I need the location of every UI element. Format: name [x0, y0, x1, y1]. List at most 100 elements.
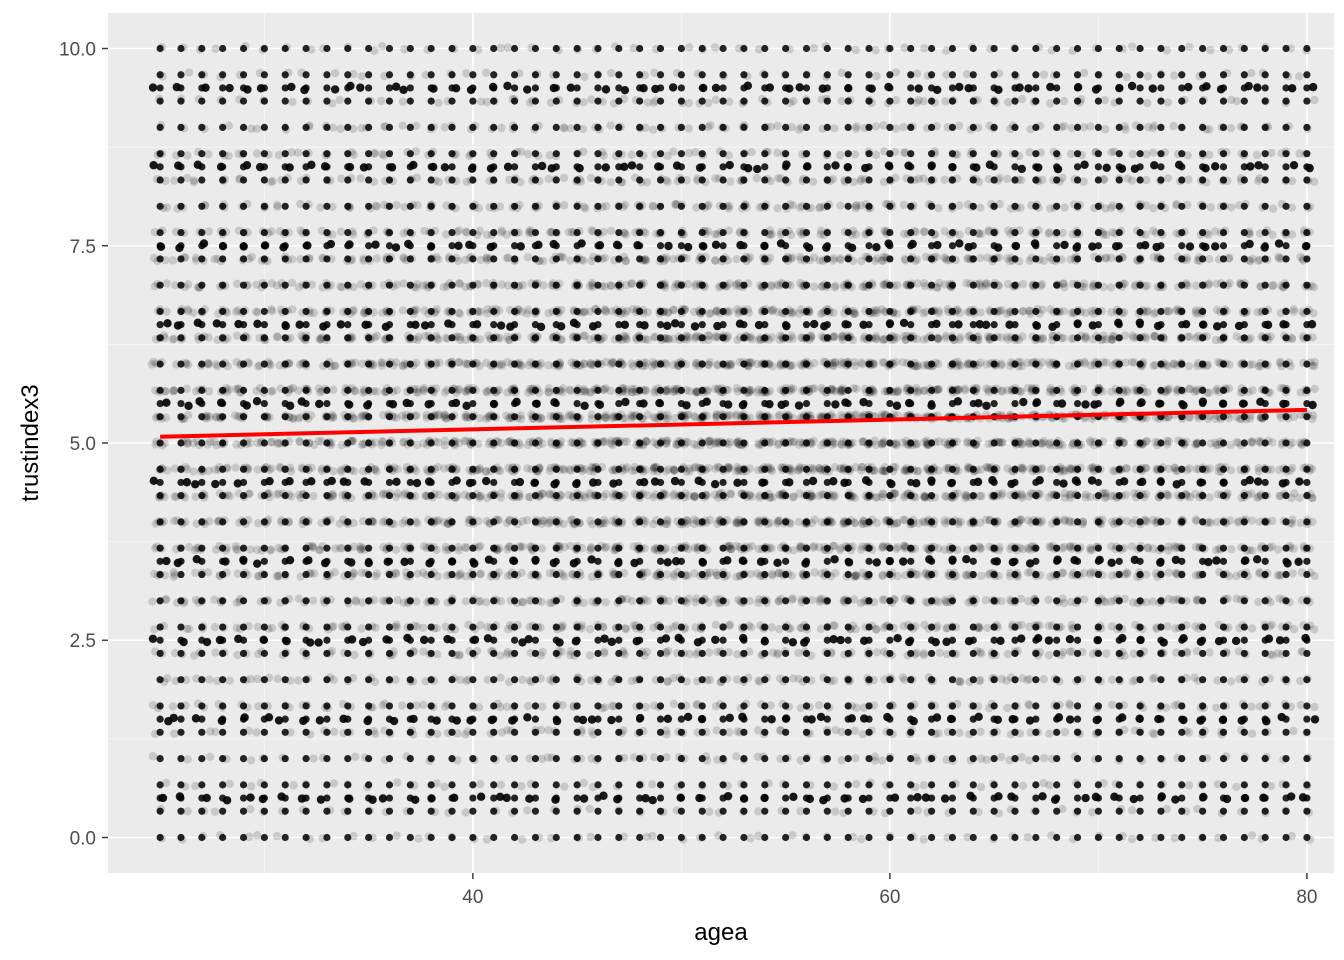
data-point [691, 598, 700, 607]
data-point [594, 202, 602, 210]
data-point [510, 413, 519, 421]
data-point [594, 413, 602, 421]
data-point [517, 835, 527, 844]
data-point [335, 95, 344, 105]
data-point [594, 623, 602, 631]
data-point [302, 570, 310, 579]
data-point [677, 544, 685, 552]
data-point [365, 465, 373, 473]
data-point [448, 321, 456, 329]
data-point [782, 833, 790, 842]
data-point [239, 413, 248, 421]
data-point [594, 754, 602, 763]
data-point [753, 164, 762, 174]
data-point [260, 176, 268, 184]
data-point [552, 465, 560, 473]
data-point [219, 84, 227, 92]
data-point [239, 334, 248, 342]
data-point [469, 715, 477, 723]
data-point [469, 97, 477, 105]
data-point [219, 44, 227, 53]
data-point [573, 360, 581, 368]
data-point [219, 386, 227, 394]
data-point [162, 556, 171, 566]
data-point [523, 701, 533, 711]
data-point [615, 597, 623, 605]
data-point [365, 281, 373, 289]
data-point [552, 163, 560, 171]
data-point [219, 334, 227, 342]
data-point [448, 728, 456, 736]
data-point [198, 570, 206, 579]
data-point [239, 781, 248, 789]
data-point [392, 477, 401, 487]
data-point [448, 84, 456, 92]
data-point [372, 467, 381, 476]
data-point [323, 97, 331, 105]
data-point [789, 792, 798, 802]
data-point [260, 334, 268, 342]
data-point [169, 516, 179, 526]
data-point [232, 598, 241, 607]
data-point [309, 754, 318, 763]
data-point [455, 309, 465, 319]
data-point [573, 570, 581, 579]
data-point [239, 676, 248, 684]
data-point [656, 478, 665, 487]
data-point [684, 124, 694, 133]
data-point [365, 754, 373, 763]
data-point [323, 281, 331, 289]
data-point [399, 85, 408, 95]
data-point [552, 176, 560, 184]
data-point [344, 360, 352, 368]
data-point [677, 176, 685, 184]
data-point [677, 163, 685, 171]
data-point [398, 306, 408, 315]
data-point [273, 202, 282, 212]
data-point [344, 544, 352, 552]
data-point [406, 544, 414, 552]
data-point [656, 465, 665, 473]
data-point [719, 44, 727, 53]
data-point [170, 464, 180, 473]
data-point [594, 728, 602, 736]
data-point [365, 439, 373, 447]
data-point [435, 358, 444, 367]
data-point [510, 228, 519, 237]
data-point [594, 781, 602, 789]
data-point [531, 360, 540, 368]
data-point [636, 702, 644, 710]
data-point [636, 334, 644, 342]
data-point [698, 807, 706, 815]
data-point [260, 702, 268, 710]
data-point [531, 781, 540, 789]
data-point [573, 307, 581, 316]
data-point [239, 702, 248, 710]
data-point [448, 492, 456, 500]
data-point [198, 518, 206, 526]
data-point [427, 794, 435, 802]
data-point [607, 68, 616, 78]
data-point [177, 228, 185, 237]
data-point [406, 97, 414, 105]
data-point [149, 161, 158, 170]
data-point [323, 754, 331, 763]
data-point [594, 71, 602, 79]
data-point [177, 97, 185, 105]
data-point [773, 650, 782, 659]
data-point [761, 439, 769, 447]
data-point [156, 518, 164, 526]
data-point [643, 308, 653, 317]
data-point [677, 465, 685, 473]
data-point [740, 807, 748, 815]
data-point [365, 833, 373, 842]
data-point [656, 649, 665, 658]
data-point [573, 649, 581, 658]
data-point [448, 44, 456, 53]
data-point [481, 467, 491, 476]
data-point [239, 255, 248, 263]
data-point [698, 123, 706, 132]
data-point [398, 97, 408, 106]
data-point [787, 595, 797, 604]
data-point [212, 413, 221, 422]
